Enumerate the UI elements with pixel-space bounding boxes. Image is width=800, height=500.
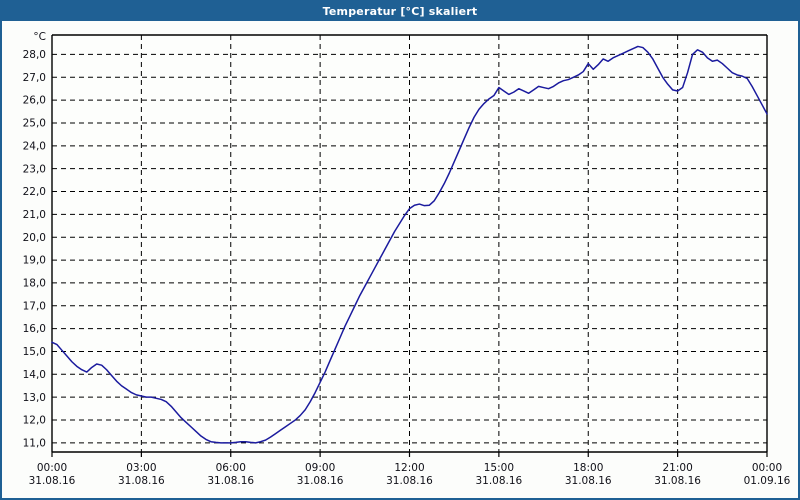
- page-title: Temperatur [°C] skaliert: [322, 5, 478, 18]
- x-tick-time-label: 06:00: [216, 462, 246, 474]
- y-tick-label: 11,0: [23, 437, 46, 449]
- y-tick-label: 15,0: [23, 346, 46, 358]
- x-tick-date-label: 31.08.16: [565, 475, 612, 487]
- y-tick-label: 26,0: [23, 95, 46, 107]
- window-title-bar: Temperatur [°C] skaliert: [2, 2, 798, 21]
- y-tick-label: 14,0: [23, 369, 46, 381]
- x-tick-date-label: 31.08.16: [475, 475, 522, 487]
- chart-canvas: 28,0 27,0 26,0 25,0 24,0 23,0 22,0 21,0 20,0 19,0…: [2, 21, 798, 498]
- y-tick-label: 19,0: [23, 255, 46, 267]
- gridlines: [52, 35, 767, 452]
- y-tick-label: 16,0: [23, 323, 46, 335]
- x-axis-labels: 00:0031.08.1603:0031.08.1606:0031.08.160…: [29, 452, 791, 487]
- x-tick-time-label: 00:00: [752, 462, 782, 474]
- x-tick-date-label: 01.09.16: [744, 475, 791, 487]
- y-tick-label: 24,0: [23, 140, 46, 152]
- x-tick-time-label: 15:00: [484, 462, 514, 474]
- y-tick-label: 18,0: [23, 278, 46, 290]
- x-tick-time-label: 18:00: [573, 462, 603, 474]
- y-tick-label: 21,0: [23, 209, 46, 221]
- x-tick-time-label: 21:00: [662, 462, 692, 474]
- x-tick-time-label: 03:00: [126, 462, 156, 474]
- temperature-line-chart: 28,0 27,0 26,0 25,0 24,0 23,0 22,0 21,0 20,0 19,0…: [23, 31, 791, 487]
- temperature-series-line: [51, 45, 768, 444]
- y-tick-label: 28,0: [23, 49, 46, 61]
- x-tick-date-label: 31.08.16: [297, 475, 344, 487]
- x-tick-time-label: 09:00: [305, 462, 335, 474]
- x-tick-date-label: 31.08.16: [29, 475, 76, 487]
- y-tick-label: 22,0: [23, 186, 46, 198]
- y-tick-label: 12,0: [23, 415, 46, 427]
- x-tick-time-label: 00:00: [37, 462, 67, 474]
- y-tick-label: 23,0: [23, 163, 46, 175]
- y-axis-labels: 28,0 27,0 26,0 25,0 24,0 23,0 22,0 21,0 20,0 19,0…: [23, 49, 46, 449]
- x-tick-date-label: 31.08.16: [207, 475, 254, 487]
- y-tick-label: 20,0: [23, 232, 46, 244]
- x-tick-date-label: 31.08.16: [386, 475, 433, 487]
- x-tick-date-label: 31.08.16: [118, 475, 165, 487]
- y-tick-label: 25,0: [23, 118, 46, 130]
- y-tick-label: 27,0: [23, 72, 46, 84]
- x-tick-time-label: 12:00: [394, 462, 424, 474]
- y-tick-label: 17,0: [23, 300, 46, 312]
- y-tick-label: 13,0: [23, 392, 46, 404]
- y-axis-unit-label: °C: [33, 31, 46, 43]
- x-tick-date-label: 31.08.16: [654, 475, 701, 487]
